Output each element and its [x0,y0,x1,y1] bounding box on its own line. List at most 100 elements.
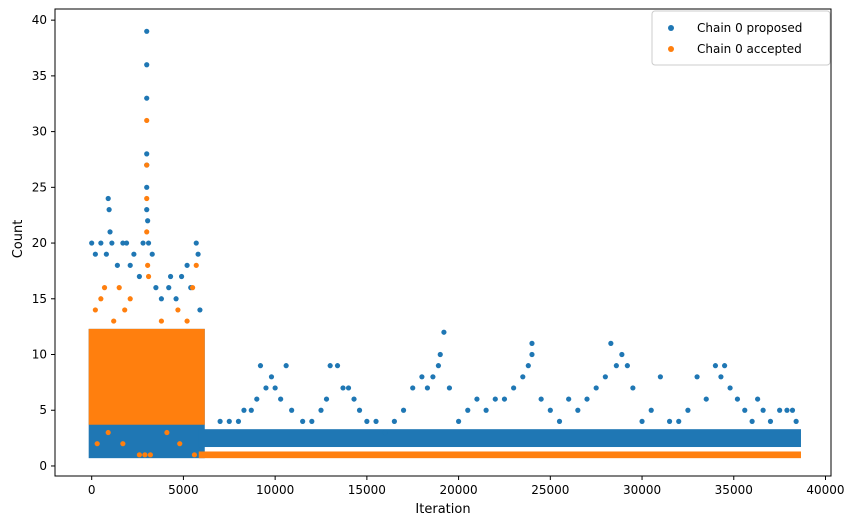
legend-marker-proposed [668,25,674,31]
point-proposed [166,285,172,291]
y-tick-label: 10 [32,348,47,362]
point-proposed [327,363,333,369]
point-proposed [351,396,357,402]
point-proposed [144,28,150,34]
point-proposed [140,240,146,246]
point-accepted [191,452,198,458]
point-proposed [721,363,728,369]
point-proposed [114,262,120,268]
legend-label-proposed: Chain 0 proposed [697,21,802,35]
point-proposed [789,407,796,413]
x-tick-label: 40000 [806,483,844,497]
y-tick-label: 25 [32,180,47,194]
point-proposed [520,374,526,380]
x-tick-label: 0 [88,483,96,497]
point-proposed [437,351,443,358]
point-proposed [538,396,544,402]
point-proposed [120,240,126,246]
point-proposed [345,385,352,391]
point-proposed [465,407,471,413]
point-proposed [624,363,630,369]
point-accepted [145,262,151,268]
point-proposed [424,385,431,391]
x-tick-label: 30000 [623,483,661,497]
point-proposed [734,396,741,402]
point-proposed [106,207,112,213]
point-proposed [278,396,284,402]
point-proposed [718,374,724,380]
point-proposed [92,251,98,257]
point-proposed [685,407,691,413]
point-proposed [145,218,151,224]
point-proposed [410,385,416,391]
point-proposed [630,385,636,391]
point-proposed [144,184,150,190]
point-accepted [94,441,100,447]
y-tick-label: 0 [39,459,47,473]
point-proposed [340,385,346,391]
point-proposed [193,240,199,246]
point-proposed [446,385,453,391]
point-proposed [483,407,489,413]
point-accepted [92,307,98,313]
point-proposed [755,396,761,402]
point-proposed [149,251,155,257]
point-proposed [226,418,232,424]
point-proposed [529,351,535,358]
legend-marker-accepted [668,46,674,52]
point-proposed [767,418,774,424]
point-proposed [300,418,306,424]
point-accepted [144,195,150,202]
point-proposed [430,374,436,380]
point-proposed [455,418,462,424]
point-proposed [501,396,508,402]
point-proposed [793,418,799,424]
point-proposed [241,407,247,413]
point-proposed [400,407,407,413]
point-accepted [116,285,122,291]
point-proposed [777,407,783,413]
point-accepted [105,429,111,436]
point-accepted [144,117,150,124]
y-tick-label: 15 [32,292,47,306]
point-accepted [193,262,199,268]
point-proposed [144,62,150,68]
point-proposed [89,240,95,246]
point-proposed [195,251,201,257]
point-proposed [556,418,563,424]
point-proposed [492,396,498,402]
legend: Chain 0 proposed Chain 0 accepted [651,10,831,66]
point-accepted [147,452,153,458]
point-proposed [356,407,363,413]
point-proposed [784,407,790,413]
point-proposed [272,385,278,391]
point-proposed [474,396,480,402]
point-proposed [391,418,397,424]
plot-frame [54,8,832,477]
point-proposed [575,407,581,413]
point-accepted [120,441,126,447]
point-proposed [184,262,190,268]
x-tick-label: 35000 [715,483,753,497]
point-proposed [364,418,370,424]
point-accepted [164,429,170,436]
point-proposed [529,340,535,346]
plot-marks [88,28,801,459]
point-proposed [145,240,152,246]
point-proposed [153,285,159,291]
y-tick-label: 40 [32,13,47,27]
band-accepted-0 [88,328,205,425]
band-accepted-1 [198,451,801,459]
x-tick-label: 15000 [348,483,386,497]
legend-frame [651,10,831,66]
point-proposed [619,351,625,358]
point-accepted [101,285,108,291]
point-proposed [131,251,137,257]
point-accepted [111,318,117,324]
point-proposed [694,374,700,380]
y-axis-label: Count [11,220,26,259]
point-proposed [158,296,165,302]
point-proposed [105,195,111,202]
point-accepted [144,162,150,168]
point-accepted [122,307,128,313]
